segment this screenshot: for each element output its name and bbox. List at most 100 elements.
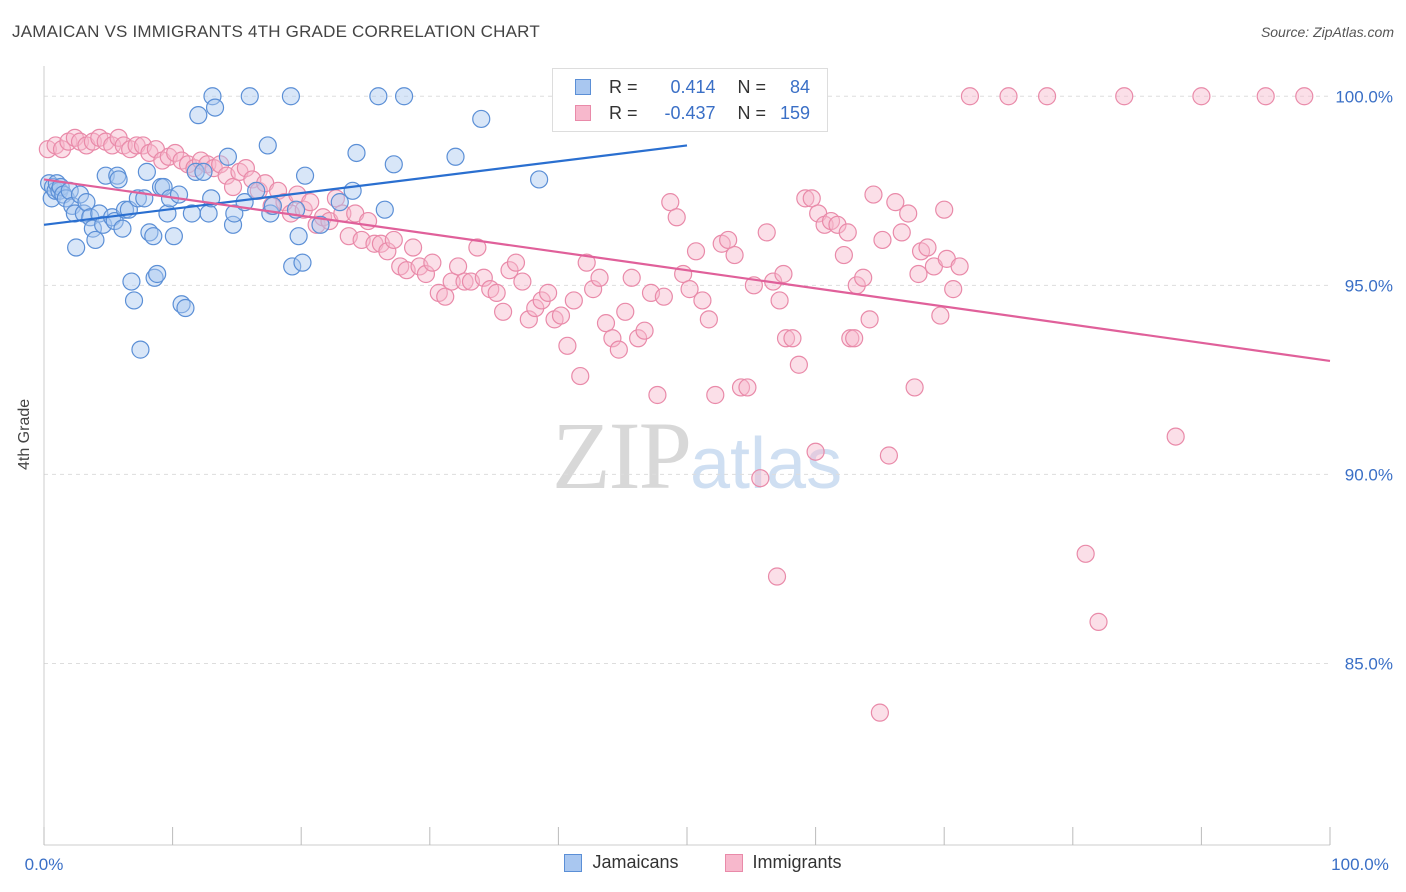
point-immigrants [622, 268, 641, 287]
point-immigrants [596, 314, 616, 333]
point-immigrants [442, 272, 461, 291]
point-immigrants [571, 366, 590, 386]
point-immigrants [474, 268, 493, 287]
point-immigrants [767, 567, 787, 586]
point-immigrants [899, 204, 918, 223]
point-immigrants [1295, 87, 1314, 106]
legend-label-immigrants: Immigrants [752, 852, 842, 872]
point-immigrants [506, 253, 526, 272]
point-immigrants [519, 310, 538, 329]
point-immigrants [661, 193, 680, 212]
point-immigrants [873, 230, 892, 250]
point-immigrants [806, 442, 825, 461]
point-immigrants [935, 200, 954, 219]
point-immigrants [211, 155, 230, 174]
point-immigrants [770, 291, 789, 310]
point-jamaicans [205, 98, 225, 117]
point-jamaicans [148, 264, 167, 284]
point-jamaicans [289, 227, 308, 246]
series-legend: Jamaicans Immigrants [0, 852, 1406, 873]
point-immigrants [796, 189, 815, 208]
point-immigrants [1192, 87, 1211, 106]
point-jamaicans [169, 185, 189, 204]
point-immigrants [609, 340, 628, 359]
point-jamaicans [283, 257, 302, 276]
point-immigrants [487, 283, 506, 302]
point-immigrants [841, 329, 860, 348]
point-immigrants [834, 245, 853, 265]
y-tick-label: 90.0% [1345, 465, 1393, 484]
watermark-zip: ZIP [552, 402, 692, 509]
point-immigrants [223, 177, 243, 197]
point-jamaicans [194, 162, 213, 181]
legend-item-immigrants: Immigrants [724, 852, 842, 873]
point-immigrants [802, 189, 821, 208]
point-immigrants [944, 280, 963, 299]
point-jamaicans [122, 272, 141, 291]
point-jamaicans [124, 291, 144, 310]
point-immigrants [1166, 427, 1185, 446]
point-jamaicans [293, 253, 312, 272]
point-jamaicans [347, 143, 366, 163]
point-immigrants [886, 193, 905, 212]
point-immigrants [864, 185, 883, 204]
legend-swatch-blue [575, 79, 591, 95]
legend-item-jamaicans: Jamaicans [564, 852, 679, 873]
legend-r-value: 0.414 [670, 76, 716, 97]
point-jamaicans [225, 204, 244, 223]
point-jamaicans [281, 87, 301, 106]
point-immigrants [584, 280, 603, 299]
point-jamaicans [295, 166, 315, 185]
point-immigrants [909, 264, 928, 284]
point-immigrants [448, 257, 468, 276]
chart-title: JAMAICAN VS IMMIGRANTS 4TH GRADE CORRELA… [12, 22, 540, 41]
point-immigrants [854, 268, 873, 287]
trendline-immigrants [43, 178, 1331, 363]
point-immigrants [1115, 87, 1134, 106]
point-immigrants [774, 264, 793, 284]
correlation-legend: R = 0.414 N = 84 R = -0.437 N = 159 [552, 68, 828, 132]
point-immigrants [699, 310, 718, 329]
point-jamaicans [86, 230, 105, 250]
point-immigrants [436, 287, 455, 306]
point-immigrants [416, 264, 436, 284]
trendline-jamaicans [43, 144, 688, 226]
point-jamaicans [77, 193, 96, 212]
point-immigrants [294, 200, 313, 219]
point-immigrants [1089, 612, 1108, 631]
point-immigrants [879, 446, 899, 465]
point-immigrants [378, 242, 397, 261]
point-jamaicans [530, 170, 549, 189]
point-immigrants [905, 378, 924, 397]
point-immigrants [532, 291, 551, 310]
point-immigrants [403, 238, 423, 257]
point-immigrants [719, 230, 738, 250]
point-jamaicans [131, 340, 150, 359]
point-immigrants [577, 253, 596, 272]
legend-row-jamaicans: R = 0.414 N = 84 [575, 75, 810, 99]
y-tick-label: 85.0% [1345, 654, 1393, 673]
legend-n-label: N = [737, 102, 767, 123]
point-immigrants [828, 215, 847, 234]
point-immigrants [751, 469, 770, 488]
point-immigrants [236, 159, 256, 178]
legend-n-value: 159 [779, 102, 811, 123]
point-jamaicans [144, 227, 163, 246]
point-immigrants [667, 208, 686, 227]
point-immigrants [423, 253, 442, 272]
point-jamaicans [189, 106, 208, 125]
point-immigrants [494, 302, 513, 321]
point-immigrants [686, 242, 706, 261]
point-jamaicans [375, 200, 394, 219]
point-immigrants [870, 703, 890, 722]
point-immigrants [654, 287, 673, 306]
point-immigrants [680, 280, 699, 299]
point-jamaicans [199, 204, 218, 223]
point-immigrants [918, 238, 937, 257]
point-immigrants [500, 261, 519, 280]
point-jamaicans [70, 185, 90, 204]
point-jamaicans [164, 227, 183, 246]
point-jamaicans [83, 219, 102, 238]
point-immigrants [166, 143, 185, 163]
legend-swatch-jamaicans [564, 853, 583, 872]
